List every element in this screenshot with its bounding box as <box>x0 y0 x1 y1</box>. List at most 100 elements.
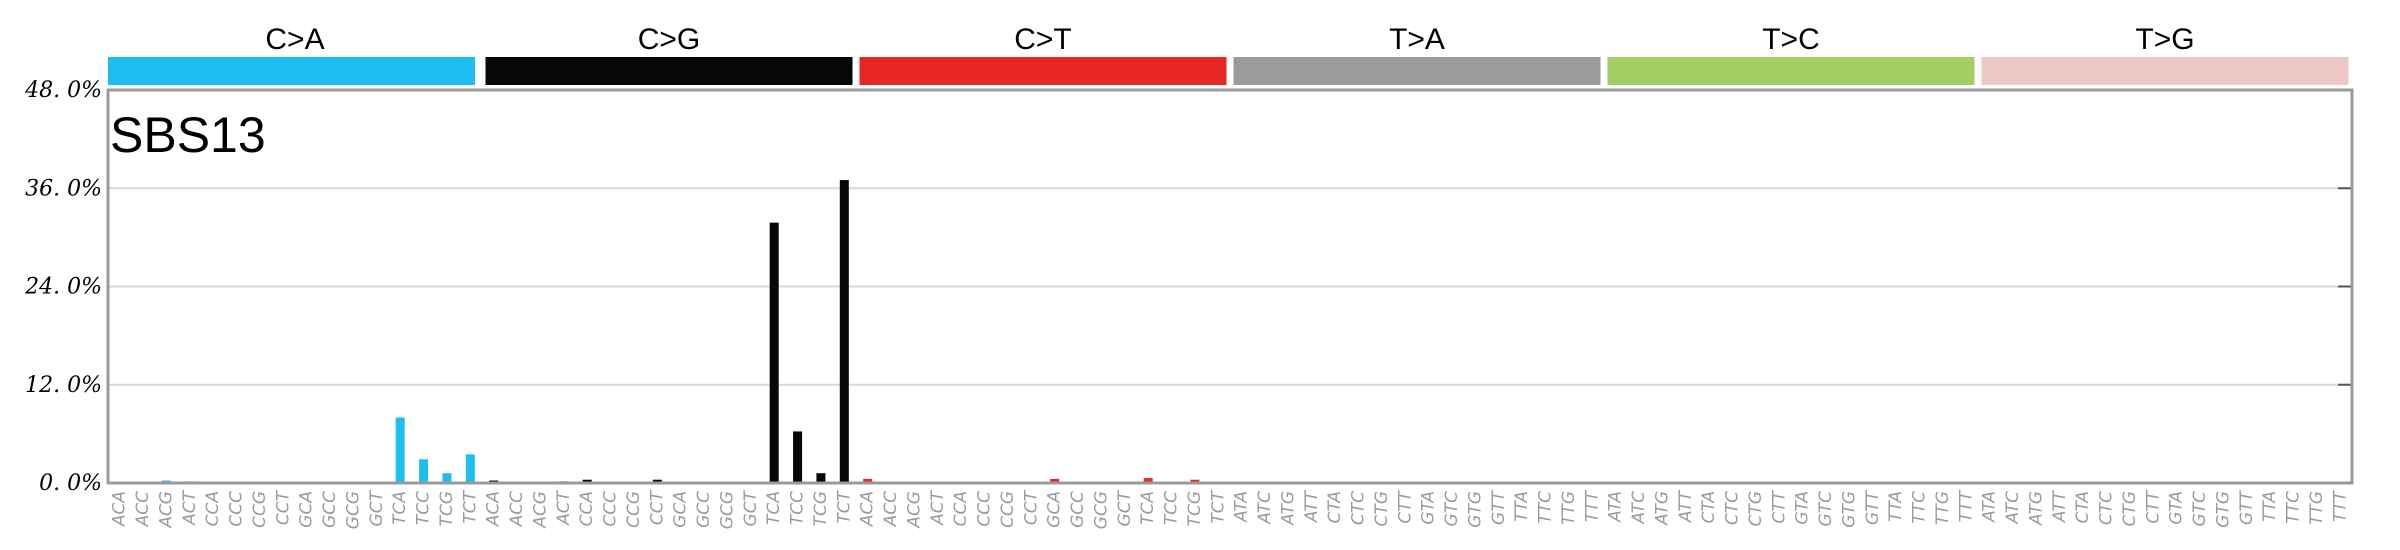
plot-frame <box>106 88 2354 485</box>
x-tick-label: TTC <box>1536 491 1556 524</box>
x-tick-label: TTA <box>1512 491 1532 522</box>
x-tick-label: ACT <box>928 489 948 525</box>
x-tick-label: GCA <box>1045 491 1065 528</box>
bar-C>G-CCA <box>582 479 592 483</box>
bar-C>T-TCG <box>1190 479 1200 483</box>
y-tick-label: 0. 0% <box>39 471 102 496</box>
bar-C>T-ACA <box>863 478 873 483</box>
x-tick-label: ATG <box>1652 491 1672 526</box>
bar-C>A-TCT <box>465 454 475 483</box>
mutation-type-bar-3 <box>1233 57 1601 85</box>
mutation-type-bar-2 <box>859 57 1227 85</box>
y-tick-label: 24. 0% <box>24 275 102 300</box>
x-tick-label: GCC <box>1068 491 1088 528</box>
x-tick-label: ACT <box>554 489 574 525</box>
x-tick-label: GTG <box>1839 491 1859 528</box>
mutation-type-bar-4 <box>1607 57 1975 85</box>
mutation-type-bar-0 <box>108 57 475 85</box>
x-tick-label: TCG <box>437 491 457 526</box>
x-tick-label: CCG <box>250 491 270 528</box>
x-tick-label: TCG <box>1185 491 1205 526</box>
x-tick-label: ACG <box>530 491 550 529</box>
mutation-type-header: C>A C>G C>T T>A T>C T>G <box>108 23 2349 85</box>
x-axis-ticks: ACA ACC ACG ACT CCA CCC CCG CCT GCA GCC GCG GCT TCA T… <box>110 489 2351 529</box>
x-tick-label: GTG <box>1465 491 1485 528</box>
x-tick-label: GCT <box>1115 489 1135 526</box>
x-tick-label: CCA <box>951 491 971 526</box>
x-tick-label: TTT <box>2330 489 2350 522</box>
x-tick-label: ATT <box>1302 489 1322 523</box>
x-tick-label: CTA <box>1325 491 1345 523</box>
x-tick-label: GTC <box>1442 491 1462 527</box>
mutation-type-label: C>A <box>265 23 324 56</box>
x-tick-label: TCC <box>1162 491 1182 525</box>
x-tick-label: GTT <box>1863 489 1883 525</box>
x-tick-label: GCC <box>320 491 340 528</box>
x-tick-label: ACT <box>180 489 200 525</box>
x-tick-label: ATC <box>2003 491 2023 525</box>
x-tick-label: ACG <box>156 491 176 529</box>
x-tick-label: ACC <box>133 491 153 527</box>
x-tick-label: CCA <box>577 491 597 526</box>
x-tick-label: ACC <box>881 491 901 527</box>
x-tick-label: CCT <box>273 489 293 525</box>
bar-C>G-TCG <box>816 473 826 483</box>
x-tick-label: ATA <box>1980 491 2000 523</box>
x-tick-label: GTG <box>2213 491 2233 528</box>
x-tick-label: TCA <box>390 491 410 525</box>
x-tick-label: TCC <box>414 491 434 525</box>
x-tick-label: TCA <box>764 491 784 525</box>
x-tick-label: GTT <box>1489 489 1509 525</box>
bar-C>T-GCA <box>1050 478 1060 483</box>
mutation-type-label: T>A <box>1389 23 1445 56</box>
grid-lines <box>108 187 2352 386</box>
x-tick-label: ATT <box>2050 489 2070 523</box>
x-tick-label: GTC <box>2190 491 2210 527</box>
x-tick-label: TCA <box>1138 491 1158 525</box>
x-tick-label: ATC <box>1255 491 1275 525</box>
x-tick-label: CTA <box>1699 491 1719 523</box>
x-tick-label: GCC <box>694 491 714 528</box>
x-tick-label: CTT <box>2143 489 2163 523</box>
y-tick-label: 36. 0% <box>25 176 102 201</box>
bar-C>G-TCT <box>839 180 849 483</box>
x-tick-label: ACA <box>110 491 130 527</box>
bar-C>G-TCA <box>769 222 779 483</box>
x-tick-label: TCC <box>788 491 808 525</box>
x-tick-label: CCC <box>601 491 621 527</box>
mutation-type-label: C>T <box>1014 23 1072 56</box>
mutation-type-label: C>G <box>638 23 701 56</box>
x-tick-label: CCT <box>647 489 667 525</box>
y-tick-label: 48. 0% <box>24 78 102 103</box>
mutation-type-bar-5 <box>1981 57 2349 85</box>
x-tick-label: TTC <box>2284 491 2304 524</box>
x-tick-label: GTA <box>2167 491 2187 525</box>
x-tick-label: TTG <box>2307 491 2327 525</box>
x-tick-label: GCA <box>671 491 691 528</box>
x-tick-label: ATA <box>1232 491 1252 523</box>
x-tick-label: ACC <box>507 491 527 527</box>
x-tick-label: TCT <box>834 489 854 523</box>
x-tick-label: ACA <box>858 491 878 527</box>
bars <box>115 180 1200 483</box>
x-tick-label: CCA <box>203 491 223 526</box>
x-tick-label: ATT <box>1676 489 1696 523</box>
x-tick-label: TTT <box>1956 489 1976 522</box>
x-tick-label: GCT <box>741 489 761 526</box>
x-tick-label: CTG <box>2120 491 2140 526</box>
x-tick-label: GCG <box>717 491 737 529</box>
x-tick-label: ACG <box>904 491 924 529</box>
x-tick-label: ATG <box>1278 491 1298 526</box>
x-tick-label: CCC <box>227 491 247 527</box>
x-tick-label: ATC <box>1629 491 1649 525</box>
x-tick-label: CTC <box>2097 491 2117 525</box>
x-tick-label: ACA <box>484 491 504 527</box>
bar-C>A-TCG <box>442 473 452 483</box>
signature-title: SBS13 <box>110 107 266 163</box>
x-tick-label: CTA <box>2073 491 2093 523</box>
x-tick-label: CTG <box>1746 491 1766 526</box>
x-tick-label: GTA <box>1793 491 1813 525</box>
x-tick-label: TCT <box>460 489 480 523</box>
y-axis-ticks: 0. 0% 12. 0% 24. 0% 36. 0% 48. 0% <box>24 78 102 496</box>
x-tick-label: CCT <box>1021 489 1041 525</box>
